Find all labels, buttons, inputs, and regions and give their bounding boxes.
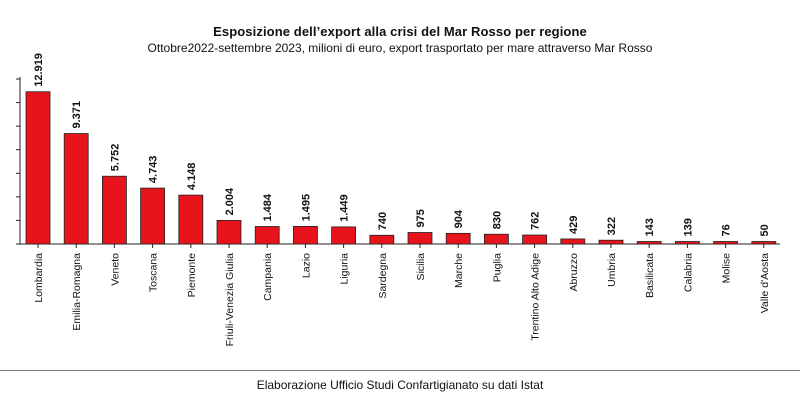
category-label: Veneto <box>109 253 121 286</box>
bar-19 <box>713 241 738 245</box>
bar-13 <box>483 233 509 245</box>
category-label: Calabria <box>682 253 694 292</box>
bar-11 <box>407 232 433 245</box>
value-label: 904 <box>453 209 465 228</box>
value-label: 12.919 <box>33 53 45 87</box>
value-label: 2.004 <box>224 187 236 215</box>
category-label: Emilia-Romagna <box>71 253 83 331</box>
value-label: 1.449 <box>339 194 351 222</box>
bar-2 <box>63 133 89 245</box>
category-label: Puglia <box>491 253 503 282</box>
bar-6 <box>216 219 242 245</box>
value-label: 76 <box>721 224 733 236</box>
divider <box>0 370 800 371</box>
category-label: Trentino Alto Adige <box>530 253 542 341</box>
bar-7 <box>254 226 280 245</box>
category-label: Campania <box>262 253 274 301</box>
category-label: Marche <box>453 253 465 288</box>
chart-title: Esposizione dell’export alla crisi del M… <box>213 24 587 39</box>
bar-8 <box>292 225 318 245</box>
category-label: Molise <box>721 253 733 284</box>
category-label: Toscana <box>148 253 160 292</box>
bar-15 <box>560 238 586 245</box>
category-label: Basilicata <box>644 253 656 298</box>
value-label: 4.743 <box>148 156 160 184</box>
value-label: 1.495 <box>300 194 312 222</box>
value-label: 1.484 <box>262 193 274 221</box>
value-label: 139 <box>682 218 694 236</box>
value-label: 740 <box>377 212 389 230</box>
bar-9 <box>331 226 357 245</box>
value-label: 429 <box>568 216 580 234</box>
bar-5 <box>178 194 204 245</box>
category-label: Piemonte <box>186 253 198 298</box>
category-label: Abruzzo <box>568 253 580 292</box>
category-label: Sicilia <box>415 253 427 281</box>
bar-4 <box>140 187 166 245</box>
bar-3 <box>102 175 127 245</box>
bar-12 <box>445 232 471 245</box>
category-label: Liguria <box>339 253 351 285</box>
value-label: 4.148 <box>186 163 198 191</box>
value-label: 322 <box>606 217 618 235</box>
source-note: Elaborazione Ufficio Studi Confartigiana… <box>256 378 544 392</box>
category-label: Sardegna <box>377 253 389 299</box>
category-label: Umbria <box>606 253 618 287</box>
bar-10 <box>369 234 395 245</box>
value-label: 762 <box>530 212 542 230</box>
value-label: 830 <box>491 211 503 229</box>
value-label: 143 <box>644 218 656 236</box>
category-label: Friuli-Venezia Giulia <box>224 253 236 347</box>
category-label: Lombardia <box>33 253 45 303</box>
chart-subtitle: Ottobre2022-settembre 2023, milioni di e… <box>147 41 653 55</box>
bar-14 <box>522 234 547 245</box>
value-label: 9.371 <box>71 101 83 129</box>
value-label: 975 <box>415 209 427 227</box>
value-label: 50 <box>759 224 771 236</box>
bar-chart: 12.919 Lombardia 9.371 Emilia-Romagna 5.752 V… <box>16 53 780 347</box>
bar-17 <box>636 241 662 245</box>
category-label: Lazio <box>300 253 312 278</box>
category-label: Valle d'Aosta <box>759 253 771 313</box>
bar-16 <box>598 239 624 245</box>
bar-18 <box>675 241 700 245</box>
value-label: 5.752 <box>109 144 121 172</box>
bar-1 <box>25 91 51 245</box>
bar-20 <box>751 241 777 245</box>
